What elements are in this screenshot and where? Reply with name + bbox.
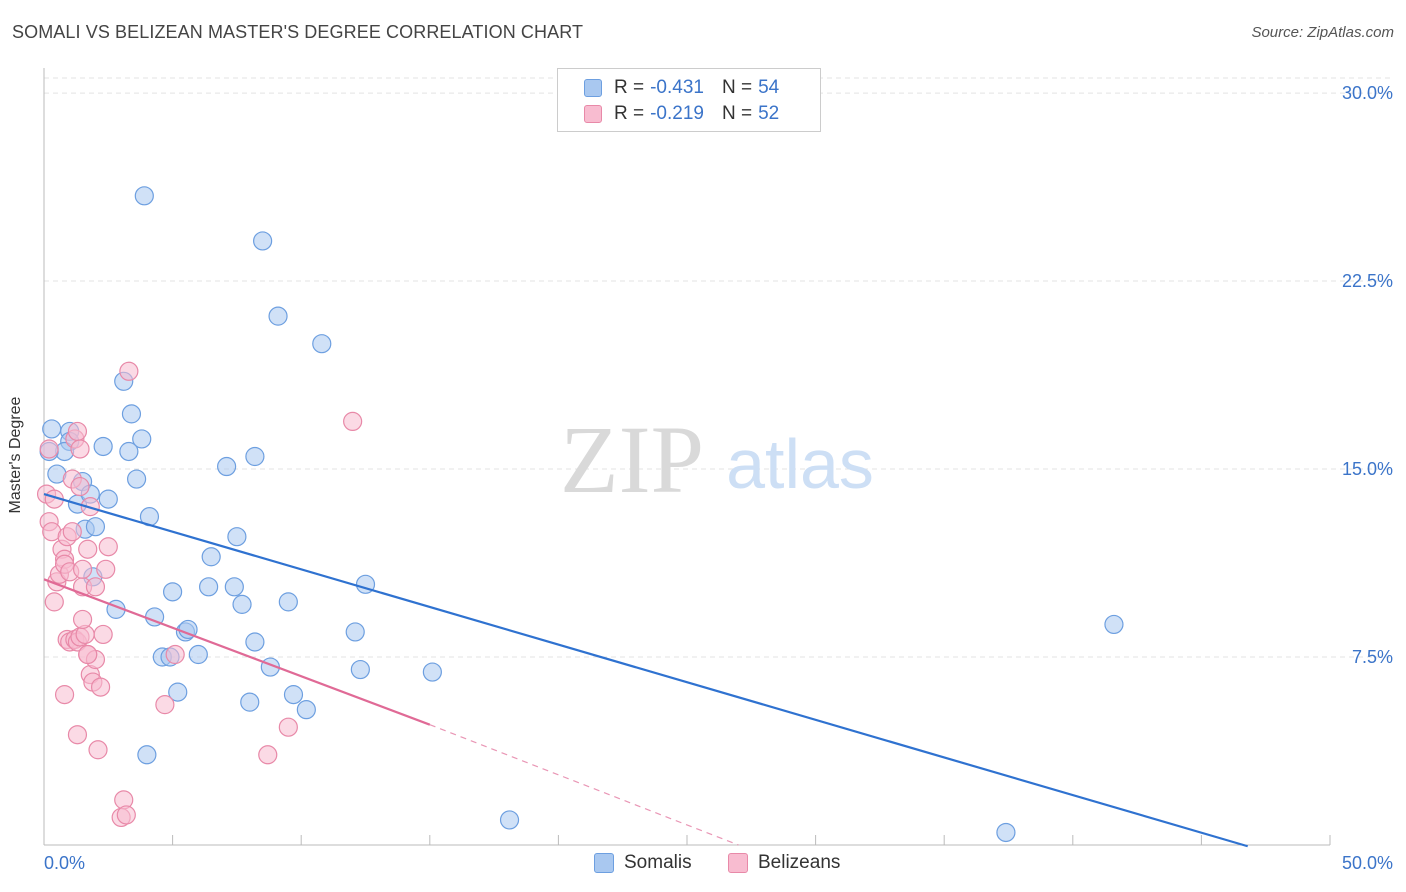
data-point-somalis [240,692,260,712]
legend-n-label: N = [721,103,753,124]
data-point-somalis [296,700,316,720]
series-swatch-belizeans [728,853,748,873]
x-tick-label: 0.0% [44,853,85,873]
legend-r-value: -0.431 [650,77,704,98]
data-point-belizeans [78,539,98,559]
trend-line-belizeans [43,578,431,726]
legend-row-somalis: R = -0.431 N = 54 [584,76,779,100]
data-point-belizeans [54,685,75,705]
series-swatch-somalis [594,853,614,873]
data-point-somalis [119,441,139,462]
data-point-somalis [134,186,154,206]
data-point-somalis [422,662,442,682]
data-point-belizeans [78,644,98,665]
data-point-somalis [98,489,118,509]
data-point-belizeans [67,421,88,442]
data-point-somalis [42,419,62,439]
data-point-somalis [1104,614,1124,635]
y-tick-label: 15.0% [1342,459,1393,479]
data-point-belizeans [72,609,93,630]
legend-swatch-belizeans [584,105,602,123]
data-point-somalis [163,582,183,602]
series-label-belizeans: Belizeans [758,852,841,873]
data-point-belizeans [343,411,363,432]
watermark-atlas: atlas [726,425,874,503]
legend-n-value: 52 [758,103,780,124]
legend-n-value: 54 [758,77,780,98]
data-point-somalis [283,685,304,705]
data-point-belizeans [278,717,298,737]
legend-n-label: N = [721,77,753,98]
trend-lines [43,493,1249,848]
series-legend-somalis[interactable]: Somalis [594,852,692,874]
data-point-somalis [188,644,208,665]
data-point-belizeans [70,476,90,497]
legend-r-label: R = [614,77,645,98]
data-point-belizeans [155,695,175,715]
series-legend-belizeans[interactable]: Belizeans [728,852,840,874]
data-point-belizeans [67,725,88,745]
data-point-belizeans [96,559,116,579]
data-point-somalis [245,632,265,652]
chart-source: Source: ZipAtlas.com [1251,24,1394,41]
grid-lines [44,77,1394,658]
data-point-somalis [996,822,1016,843]
data-point-somalis [499,810,520,830]
data-point-somalis [312,334,332,354]
chart-title: SOMALI VS BELIZEAN MASTER'S DEGREE CORRE… [12,22,584,42]
data-point-somalis [224,577,244,597]
legend-row-belizeans: R = -0.219 N = 52 [584,102,779,126]
y-tick-label: 22.5% [1342,271,1393,291]
data-point-somalis [245,446,265,467]
data-point-somalis [199,577,219,597]
data-point-belizeans [116,805,136,825]
data-point-belizeans [88,740,108,760]
data-point-somalis [227,527,247,547]
watermark: ZIP atlas [560,406,874,513]
data-point-belizeans [85,577,106,597]
data-point-somalis [345,622,365,642]
data-point-belizeans [44,592,64,612]
data-point-belizeans [90,677,111,697]
y-tick-label: 30.0% [1342,83,1393,103]
x-tick-label: 50.0% [1342,853,1393,873]
data-point-somalis [278,592,298,612]
data-point-belizeans [165,644,185,665]
trend-line-somalis [43,493,1249,848]
data-point-belizeans [119,361,139,381]
data-point-somalis [132,429,152,449]
data-point-somalis [168,682,188,702]
watermark-zip: ZIP [560,406,704,513]
series-legend: Somalis Belizeans [0,852,1406,878]
legend-swatch-somalis [584,79,602,97]
data-point-belizeans [62,522,82,542]
series-label-somalis: Somalis [624,852,692,873]
data-point-belizeans [258,745,278,765]
data-point-somalis [93,436,113,457]
data-point-somalis [232,594,252,614]
data-point-belizeans [72,559,93,579]
data-point-belizeans [98,537,118,557]
data-point-somalis [121,404,142,424]
stats-legend: R = -0.431 N = 54 R = -0.219 N = 52 [557,68,821,132]
trend-extension-belizeans [429,724,739,846]
data-point-somalis [253,231,273,251]
data-point-somalis [350,659,370,680]
data-point-belizeans [93,624,113,645]
data-point-belizeans [70,439,90,459]
data-point-somalis [268,306,288,326]
tick-labels: 7.5% 15.0% 22.5% 30.0% 0.0% 50.0% [44,83,1393,873]
data-points [36,186,1124,843]
y-tick-label: 7.5% [1352,647,1393,667]
data-point-belizeans [39,439,59,459]
data-point-somalis [201,547,221,567]
data-point-somalis [126,469,147,489]
data-point-somalis [217,456,237,477]
data-point-somalis [137,745,157,765]
data-point-somalis [85,517,106,537]
legend-r-label: R = [614,103,645,124]
legend-r-value: -0.219 [650,103,704,124]
